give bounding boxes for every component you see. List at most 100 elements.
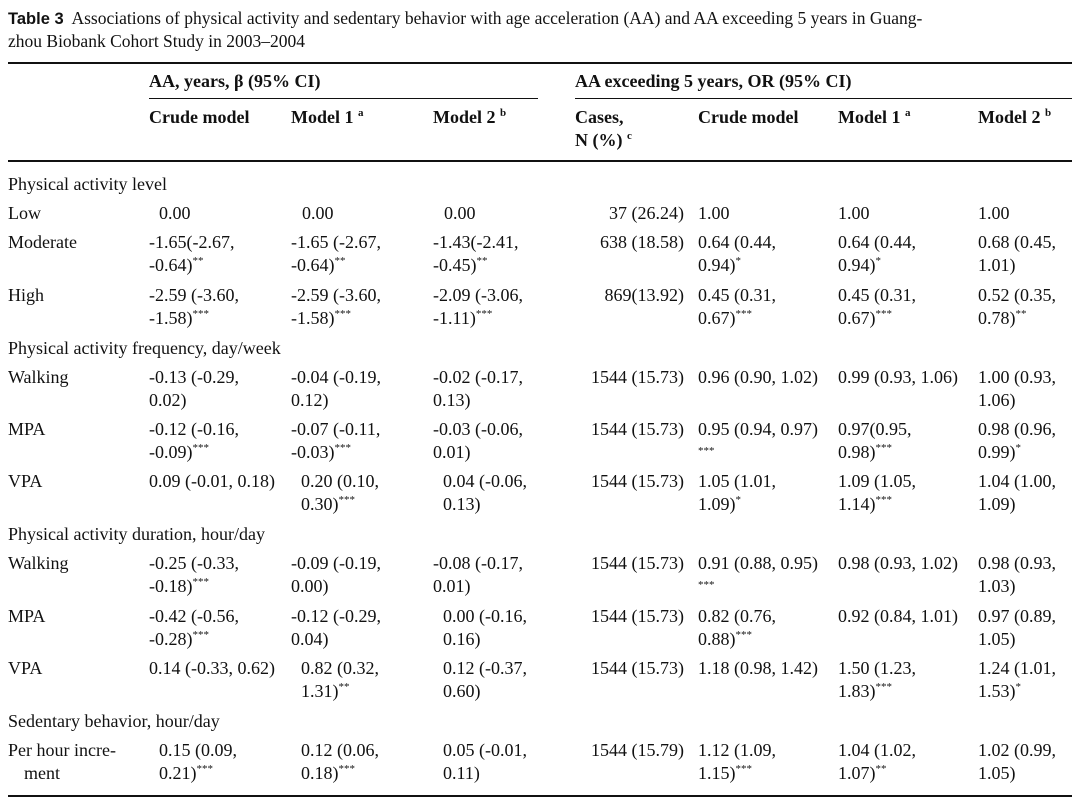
cell-value: 0.13) [433,390,471,410]
cell-line: 0.18)*** [301,762,379,785]
cell-line: -0.09)*** [149,441,239,464]
cell-line: 0.05 (-0.01, [443,739,527,762]
cell-line: 0.67)*** [698,307,776,330]
table-cell: 1.02 (0.99, 1.05) [978,739,1056,785]
cell-line: 0.20 (0.10, [301,470,379,493]
cell-line: -0.25 (-0.33, [149,552,239,575]
significance-marker: *** [735,629,753,641]
cell-line: 1.04 (1.02, [838,739,916,762]
group-or-rule [575,98,1072,99]
cell-line: 0.98 (0.93, [978,552,1056,575]
cell-line: 0.12) [291,389,381,412]
cell-value: 1.03) [978,576,1016,596]
row-label: Walking [8,366,69,389]
table-cell: -0.08 (-0.17, 0.01) [433,552,523,598]
cell-line: 1.18 (0.98, 1.42) [698,657,818,680]
cell-value: 1.00 [978,203,1010,223]
cell-value: -0.02 (-0.17, [433,367,523,387]
significance-marker: *** [334,308,352,320]
significance-marker: *** [338,494,356,506]
cell-value: 0.20 (0.10, [301,471,379,491]
cell-line: 0.94)* [838,254,916,277]
cases-cell: 1544 (15.73) [591,419,684,439]
significance-marker: * [735,255,742,267]
table-cell: 0.98 (0.93, 1.02) [838,552,958,575]
cell-line: 0.09 (-0.01, 0.18) [149,470,275,493]
cell-line: 0.12 (-0.37, [443,657,527,680]
cell-value: -0.64) [149,255,193,275]
cell-value: 0.00) [291,576,329,596]
cell-value: 0.09 (-0.01, 0.18) [149,471,275,491]
table-cell: 0.99 (0.93, 1.06) [838,366,958,389]
row-label: MPA [8,418,45,441]
significance-marker: *** [875,442,893,454]
cell-line: -1.11)*** [433,307,523,330]
cell-line: 1.04 (1.00, [978,470,1056,493]
row-label-line: Walking [8,553,69,573]
cell-value: 0.15 (0.09, [159,740,237,760]
cell-line: 1.53)* [978,680,1056,703]
significance-marker: ** [875,763,887,775]
table-cell: -0.13 (-0.29, 0.02) [149,366,239,412]
cell-value: 0.02) [149,390,187,410]
table-cell: 0.45 (0.31, 0.67)*** [698,284,776,330]
cell-value: 0.18) [301,763,339,783]
cell-value: 1.07) [838,763,876,783]
cell-value: 0.96 (0.90, 1.02) [698,367,818,387]
cell-line: -2.09 (-3.06, [433,284,523,307]
bottom-rule [8,795,1072,797]
cell-value: 0.82 (0.32, [301,658,379,678]
cell-line: 1.03) [978,575,1056,598]
cell-value: 1.02 (0.99, [978,740,1056,760]
cell-value: 1.06) [978,390,1016,410]
header-aa-model2: Model 2 b [433,107,507,127]
cell-value: 0.64 (0.44, [838,232,916,252]
cell-line: 0.45 (0.31, [698,284,776,307]
cell-value: -0.03 (-0.06, [433,419,523,439]
cell-line: 0.02) [149,389,239,412]
table-cell: 0.00 [444,202,476,225]
significance-marker: ** [338,681,350,693]
table-cell: 0.00 (-0.16, 0.16) [443,605,527,651]
cell-value: 1.05) [978,763,1016,783]
cell-line: 0.30)*** [301,493,379,516]
cell-value: 0.16) [443,629,481,649]
cell-line: -1.58)*** [149,307,239,330]
cell-line: 0.94)* [698,254,776,277]
cases-cell: 1544 (15.73) [591,471,684,491]
significance-marker: ** [476,255,488,267]
cell-value: -0.04 (-0.19, [291,367,381,387]
cell-line: 1.14)*** [838,493,916,516]
row-label-line: MPA [8,419,46,439]
cell-line: 1.09) [978,493,1056,516]
cell-line: 1.24 (1.01, [978,657,1056,680]
significance-marker: * [735,494,742,506]
cell-value: 0.14 (-0.33, 0.62) [149,658,275,678]
table-cell: 0.45 (0.31, 0.67)*** [838,284,916,330]
row-label-line: Moderate [8,232,77,252]
cell-line: 0.01) [433,575,523,598]
header-group-or: AA exceeding 5 years, OR (95% CI) [575,71,852,91]
section-title: Sedentary behavior, hour/day [8,711,220,731]
cell-line: 1.15)*** [698,762,776,785]
row-label-line: High [8,285,44,305]
cell-line: -0.42 (-0.56, [149,605,239,628]
cell-line: 0.91 (0.88, 0.95) [698,552,818,575]
cell-value: 0.13) [443,494,481,514]
cell-line: 0.82 (0.76, [698,605,776,628]
cell-line: 1.00 [978,202,1010,225]
cell-line: 1.05) [978,628,1056,651]
cell-value: -0.07 (-0.11, [291,419,381,439]
cell-line: 0.64 (0.44, [698,231,776,254]
cell-line: 0.21)*** [159,762,237,785]
cell-line: 0.97(0.95, [838,418,912,441]
section-title: Physical activity duration, hour/day [8,524,265,544]
cell-value: -0.12 (-0.16, [149,419,239,439]
cell-line: 0.14 (-0.33, 0.62) [149,657,275,680]
cell-line: 1.12 (1.09, [698,739,776,762]
cell-line: 1.00 (0.93, [978,366,1056,389]
cell-value: -0.28) [149,629,193,649]
cell-line: 0.00 (-0.16, [443,605,527,628]
table-caption-line2: zhou Biobank Cohort Study in 2003–2004 [8,31,306,51]
significance-marker: *** [334,442,352,454]
